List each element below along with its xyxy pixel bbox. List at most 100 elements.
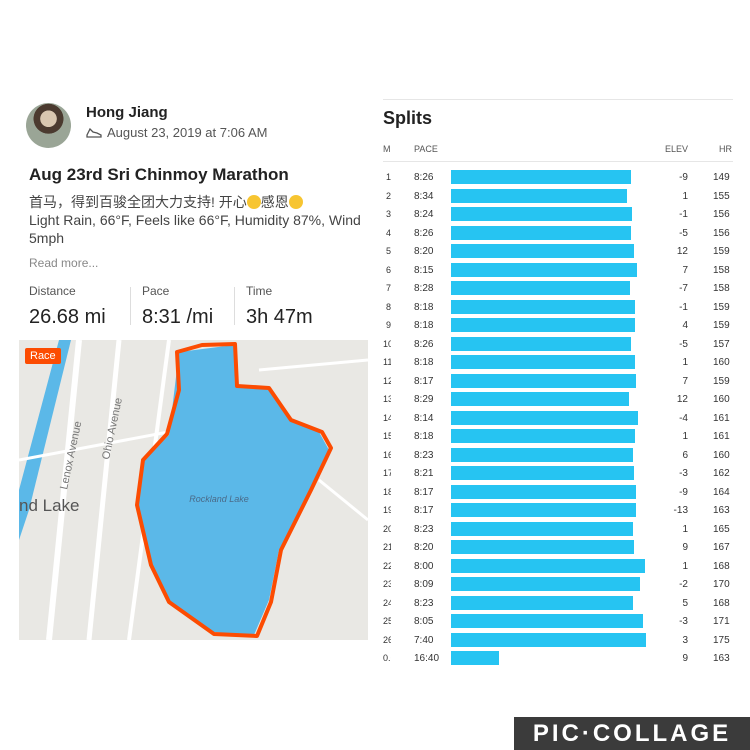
avatar[interactable] [26,103,71,148]
split-elev: -7 [679,283,688,294]
split-pace: 8:05 [414,616,434,627]
split-pace-bar [451,225,631,240]
split-pace: 8:26 [414,227,434,239]
smile-emoji-icon [288,195,303,209]
split-hr: 168 [713,560,730,572]
stat-pace: Pace 8:31 /mi [142,284,213,329]
split-row: 3 8:24 -1 156 [383,205,733,224]
split-elev: -1 [679,209,688,220]
split-pace: 8:20 [414,246,434,257]
split-pace-bar [451,447,633,462]
split-row: 15 8:18 1 161 [383,427,733,446]
split-hr: 158 [713,264,730,276]
split-row: 23 8:09 -2 170 [383,575,733,594]
stat-value: 3h 47m [246,306,313,328]
activity-date: August 23, 2019 at 7:06 AM [107,125,268,140]
split-pace: 8:18 [414,431,434,442]
split-row: 9 8:18 4 159 [383,316,733,335]
split-pace: 8:23 [414,449,434,461]
split-hr: 158 [713,283,730,294]
split-hr: 160 [713,357,730,368]
stat-distance: Distance 26.68 mi [29,284,106,329]
lake-name-left: nd Lake [19,496,80,515]
split-elev: 1 [682,523,688,535]
split-mile: 20 [383,523,391,534]
split-pace: 8:09 [414,579,434,590]
split-row: 7 8:28 -7 158 [383,279,733,298]
split-mile: 8 [385,301,391,312]
split-mile: 11 [383,357,391,367]
split-pace-bar [451,614,643,628]
split-pace-bar [451,262,638,277]
split-pace-bar [451,503,636,517]
split-mile: 26 [383,634,391,645]
split-row: 18 8:17 -9 164 [383,483,733,502]
split-row: 25 8:05 -3 171 [383,612,733,631]
split-elev: -4 [679,412,688,424]
split-mile: 17 [383,468,391,478]
split-row: 19 8:17 -13 163 [383,501,733,520]
split-elev: -1 [679,301,688,313]
activity-card: Hong Jiang August 23, 2019 at 7:06 AM Au… [18,95,368,640]
split-hr: 167 [713,542,730,553]
split-pace: 16:40 [414,653,440,664]
split-row: 21 8:20 9 167 [383,538,733,557]
split-row: 24 8:23 5 168 [383,594,733,613]
split-pace-bar [451,577,641,591]
split-hr: 155 [713,190,730,202]
split-elev: 12 [676,246,688,257]
split-row: 11 8:18 1 160 [383,353,733,372]
split-pace: 8:20 [414,542,434,553]
split-pace-bar [451,540,635,554]
split-mile: 16 [383,449,391,460]
lake-name: Rockland Lake [189,494,249,504]
splits-panel: Splits MI PACE ELEV HR 18:26-914928:3411… [383,95,733,670]
split-row: 2 8:34 1 155 [383,187,733,206]
split-hr: 164 [713,486,730,498]
split-pace-bar [451,651,499,665]
split-pace: 8:18 [414,357,434,368]
split-elev: 7 [682,375,688,387]
split-elev: 1 [682,190,688,202]
split-pace: 8:28 [414,283,434,294]
split-mile: 24 [383,597,391,608]
description-rest: Light Rain, 66°F, Feels like 66°F, Humid… [29,212,361,246]
split-pace: 8:18 [414,301,434,313]
split-pace: 8:26 [414,338,434,350]
split-mile: 19 [383,505,391,515]
split-pace: 8:23 [414,523,434,535]
split-hr: 163 [713,653,730,664]
split-pace-bar [451,392,630,406]
stat-label: Pace [142,284,170,298]
split-pace-bar [451,521,633,536]
user-name[interactable]: Hong Jiang [86,104,168,121]
split-pace-bar [451,188,627,203]
split-mile: 14 [383,412,391,423]
split-mile: 13 [383,394,391,404]
split-hr: 156 [713,227,730,239]
split-pace-bar [451,355,636,369]
split-pace-bar [451,244,635,258]
split-pace: 8:14 [414,412,434,424]
split-row: 4 8:26 -5 156 [383,224,733,243]
split-hr: 157 [713,338,730,350]
route-path [135,342,333,638]
split-pace: 8:17 [414,375,434,387]
splits-title: Splits [383,108,433,128]
split-mile: 25 [383,616,391,626]
split-mile: 18 [383,486,391,497]
activity-title[interactable]: Aug 23rd Sri Chinmoy Marathon [29,165,289,184]
split-hr: 159 [713,301,730,313]
split-elev: 4 [682,320,688,331]
split-hr: 163 [713,505,730,516]
description-line1: 首马，得到百骏全团大力支持! 开心 [29,194,247,210]
read-more-link[interactable]: Read more... [29,256,99,270]
split-hr: 171 [713,616,730,627]
split-elev: 9 [682,653,688,664]
split-elev: 9 [682,542,688,553]
header-divider [383,161,733,162]
split-pace-bar [451,373,636,388]
route-map[interactable]: Lenox Avenue Ohio Avenue nd Lake Rocklan… [19,340,368,640]
split-hr: 159 [713,320,730,331]
split-elev: -13 [673,505,688,516]
